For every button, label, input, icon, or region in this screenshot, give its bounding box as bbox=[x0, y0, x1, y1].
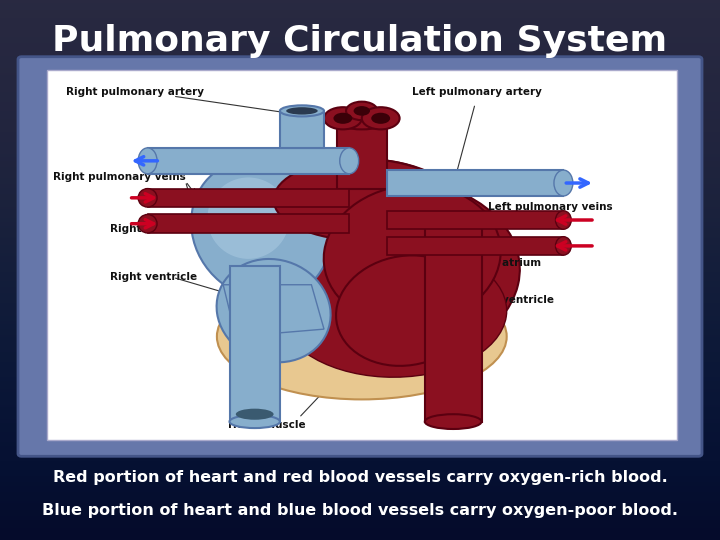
Ellipse shape bbox=[425, 211, 482, 226]
Ellipse shape bbox=[217, 274, 507, 400]
Bar bbox=[148, 188, 349, 207]
Text: Blue portion of heart and blue blood vessels carry oxygen-poor blood.: Blue portion of heart and blue blood ves… bbox=[42, 503, 678, 518]
Bar bbox=[280, 111, 324, 148]
Ellipse shape bbox=[230, 415, 280, 428]
Circle shape bbox=[346, 102, 377, 120]
Text: Left pulmonary artery: Left pulmonary artery bbox=[412, 87, 542, 97]
Text: Left atrium: Left atrium bbox=[475, 258, 541, 267]
Ellipse shape bbox=[556, 237, 571, 255]
Ellipse shape bbox=[138, 214, 157, 233]
Text: Right pulmonary veins: Right pulmonary veins bbox=[53, 172, 186, 183]
Circle shape bbox=[372, 113, 390, 124]
Text: Left pulmonary veins: Left pulmonary veins bbox=[488, 202, 613, 212]
Text: Heart Muscle: Heart Muscle bbox=[228, 420, 306, 430]
Text: Right atrium: Right atrium bbox=[110, 224, 184, 234]
Bar bbox=[148, 148, 349, 174]
Ellipse shape bbox=[340, 148, 359, 174]
Ellipse shape bbox=[207, 178, 289, 259]
Ellipse shape bbox=[192, 159, 330, 299]
FancyBboxPatch shape bbox=[18, 57, 702, 456]
Circle shape bbox=[324, 107, 361, 130]
Ellipse shape bbox=[336, 255, 476, 366]
Ellipse shape bbox=[261, 159, 463, 262]
Bar bbox=[230, 266, 280, 422]
Text: Right ventricle: Right ventricle bbox=[110, 272, 197, 282]
Ellipse shape bbox=[236, 409, 274, 420]
Ellipse shape bbox=[274, 159, 450, 240]
Ellipse shape bbox=[324, 185, 500, 325]
Bar bbox=[148, 214, 349, 233]
Ellipse shape bbox=[280, 105, 324, 117]
Ellipse shape bbox=[554, 170, 573, 196]
Bar bbox=[337, 122, 387, 188]
Ellipse shape bbox=[138, 188, 157, 207]
Ellipse shape bbox=[217, 259, 330, 362]
Ellipse shape bbox=[337, 114, 387, 130]
Bar bbox=[387, 237, 563, 255]
Circle shape bbox=[333, 113, 352, 124]
Polygon shape bbox=[223, 285, 324, 336]
Ellipse shape bbox=[556, 211, 571, 229]
Text: Right pulmonary artery: Right pulmonary artery bbox=[66, 87, 204, 97]
Bar bbox=[387, 170, 563, 196]
Ellipse shape bbox=[242, 178, 520, 369]
Ellipse shape bbox=[425, 414, 482, 429]
Bar bbox=[425, 218, 482, 422]
Ellipse shape bbox=[138, 148, 157, 174]
Bar bbox=[387, 211, 563, 229]
Circle shape bbox=[362, 107, 400, 130]
Circle shape bbox=[354, 106, 370, 116]
Text: Red portion of heart and red blood vessels carry oxygen-rich blood.: Red portion of heart and red blood vesse… bbox=[53, 470, 667, 485]
Text: Left ventricle: Left ventricle bbox=[475, 294, 554, 305]
Text: Pulmonary Circulation System: Pulmonary Circulation System bbox=[53, 24, 667, 57]
Bar bbox=[47, 70, 677, 440]
Ellipse shape bbox=[287, 107, 318, 114]
Ellipse shape bbox=[280, 244, 507, 377]
